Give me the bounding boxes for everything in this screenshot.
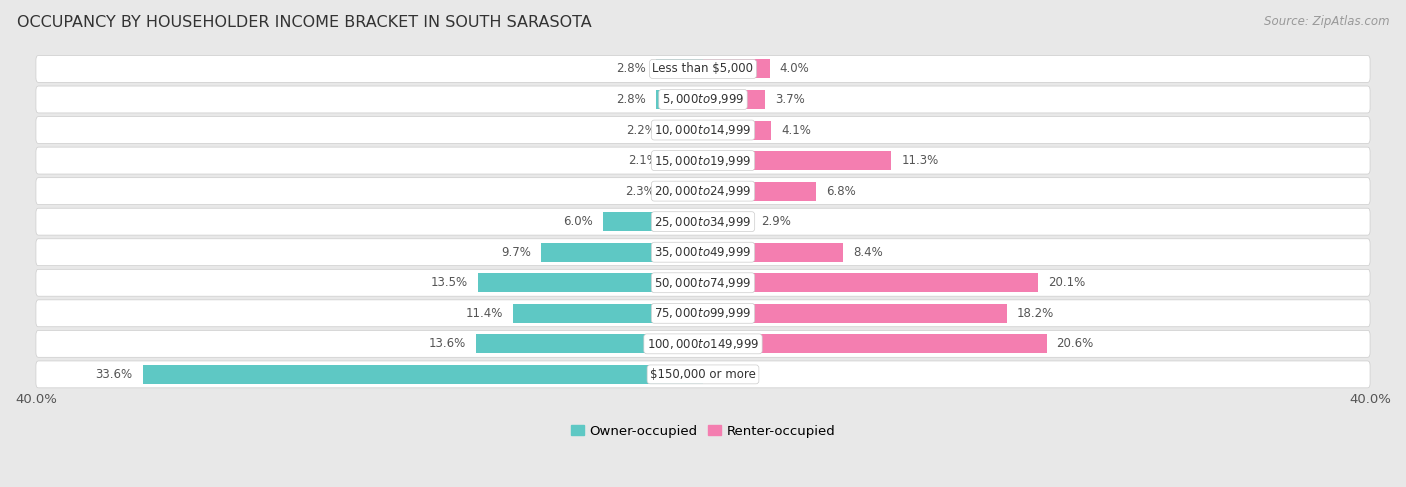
Text: $5,000 to $9,999: $5,000 to $9,999 — [662, 93, 744, 107]
Bar — [142, 365, 703, 384]
Bar — [513, 304, 703, 323]
Text: $25,000 to $34,999: $25,000 to $34,999 — [654, 215, 752, 229]
FancyBboxPatch shape — [37, 116, 1369, 144]
Bar — [703, 335, 1046, 353]
Bar — [603, 212, 703, 231]
Text: 11.4%: 11.4% — [465, 307, 503, 320]
Text: 20.1%: 20.1% — [1049, 276, 1085, 289]
FancyBboxPatch shape — [37, 86, 1369, 113]
Text: 4.1%: 4.1% — [782, 124, 811, 136]
Bar — [541, 243, 703, 262]
Text: 13.6%: 13.6% — [429, 337, 467, 350]
Text: 2.8%: 2.8% — [617, 62, 647, 75]
Text: 13.5%: 13.5% — [430, 276, 468, 289]
Text: Less than $5,000: Less than $5,000 — [652, 62, 754, 75]
Bar — [657, 59, 703, 78]
FancyBboxPatch shape — [37, 178, 1369, 205]
Text: 4.0%: 4.0% — [780, 62, 810, 75]
Text: 6.8%: 6.8% — [827, 185, 856, 198]
Bar — [665, 182, 703, 201]
FancyBboxPatch shape — [37, 239, 1369, 265]
Text: Source: ZipAtlas.com: Source: ZipAtlas.com — [1264, 15, 1389, 28]
Bar — [703, 304, 1007, 323]
Legend: Owner-occupied, Renter-occupied: Owner-occupied, Renter-occupied — [565, 419, 841, 443]
Bar — [703, 59, 769, 78]
Text: 11.3%: 11.3% — [901, 154, 939, 167]
Text: $35,000 to $49,999: $35,000 to $49,999 — [654, 245, 752, 259]
Bar — [703, 182, 817, 201]
FancyBboxPatch shape — [37, 208, 1369, 235]
Bar — [478, 273, 703, 292]
Text: 3.7%: 3.7% — [775, 93, 804, 106]
Text: 0.0%: 0.0% — [713, 368, 742, 381]
FancyBboxPatch shape — [37, 147, 1369, 174]
Text: 2.8%: 2.8% — [617, 93, 647, 106]
Text: 2.2%: 2.2% — [627, 124, 657, 136]
Text: $75,000 to $99,999: $75,000 to $99,999 — [654, 306, 752, 320]
Text: $150,000 or more: $150,000 or more — [650, 368, 756, 381]
Text: 9.7%: 9.7% — [502, 246, 531, 259]
Text: OCCUPANCY BY HOUSEHOLDER INCOME BRACKET IN SOUTH SARASOTA: OCCUPANCY BY HOUSEHOLDER INCOME BRACKET … — [17, 15, 592, 30]
Bar — [666, 121, 703, 139]
Bar — [703, 121, 772, 139]
Bar — [703, 243, 844, 262]
Bar — [703, 90, 765, 109]
Bar — [477, 335, 703, 353]
Text: $20,000 to $24,999: $20,000 to $24,999 — [654, 184, 752, 198]
Bar — [703, 273, 1038, 292]
Text: 33.6%: 33.6% — [96, 368, 132, 381]
Text: 40.0%: 40.0% — [15, 393, 56, 406]
Bar — [703, 151, 891, 170]
FancyBboxPatch shape — [37, 269, 1369, 296]
FancyBboxPatch shape — [37, 361, 1369, 388]
Text: $100,000 to $149,999: $100,000 to $149,999 — [647, 337, 759, 351]
Bar — [703, 212, 751, 231]
Text: 2.3%: 2.3% — [624, 185, 655, 198]
Text: $10,000 to $14,999: $10,000 to $14,999 — [654, 123, 752, 137]
Bar — [668, 151, 703, 170]
Text: $15,000 to $19,999: $15,000 to $19,999 — [654, 153, 752, 168]
FancyBboxPatch shape — [37, 56, 1369, 82]
Text: 20.6%: 20.6% — [1056, 337, 1094, 350]
Text: 2.9%: 2.9% — [762, 215, 792, 228]
Text: 8.4%: 8.4% — [853, 246, 883, 259]
FancyBboxPatch shape — [37, 300, 1369, 327]
Text: 2.1%: 2.1% — [628, 154, 658, 167]
Text: 18.2%: 18.2% — [1017, 307, 1053, 320]
FancyBboxPatch shape — [37, 330, 1369, 357]
Text: 6.0%: 6.0% — [564, 215, 593, 228]
Text: $50,000 to $74,999: $50,000 to $74,999 — [654, 276, 752, 290]
Text: 40.0%: 40.0% — [1350, 393, 1391, 406]
Bar — [657, 90, 703, 109]
